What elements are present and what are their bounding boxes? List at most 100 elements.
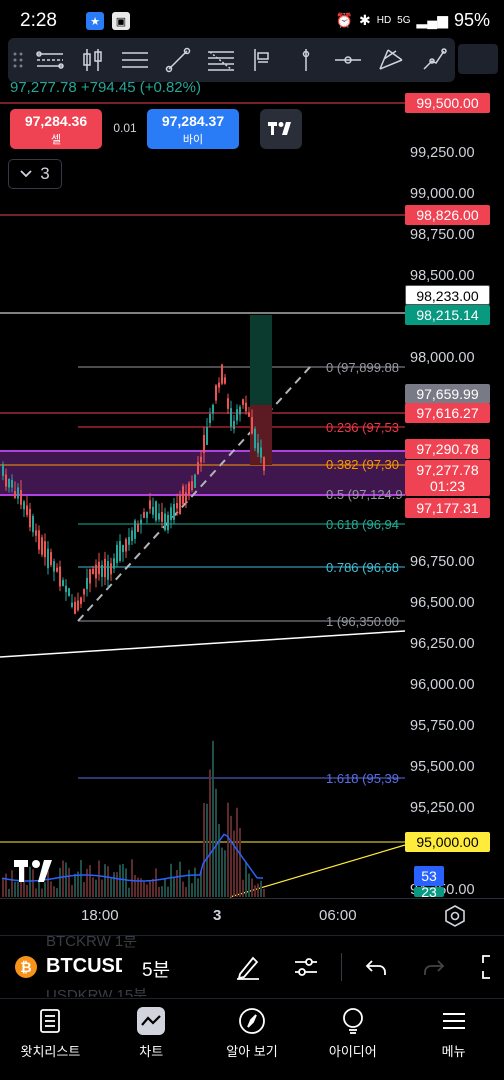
compass-icon <box>238 1007 266 1035</box>
candle-body <box>245 402 247 412</box>
volume-bar <box>233 830 235 897</box>
volume-bar <box>119 864 121 897</box>
candles-tool-icon[interactable] <box>71 38 114 82</box>
chart-settings-icon[interactable] <box>444 905 466 927</box>
candle-body <box>254 428 256 449</box>
candle-body <box>92 568 94 575</box>
candle-body <box>152 506 154 515</box>
volume-bar <box>254 885 256 897</box>
interval-selector[interactable]: 5분 <box>142 960 171 981</box>
buy-button[interactable]: 97,284.37 바이 <box>147 109 239 149</box>
candle-body <box>59 566 61 587</box>
volume-bar <box>236 807 238 897</box>
candle-body <box>155 501 157 521</box>
candle-body <box>74 601 76 614</box>
price-tag: 99,500.00 <box>405 93 490 113</box>
candle-body <box>89 569 91 584</box>
candle-body <box>20 489 22 505</box>
indicator-count: 3 <box>40 164 50 183</box>
candle-body <box>236 409 238 421</box>
horizontal-ray-tool-icon[interactable] <box>29 38 72 82</box>
volume-bar <box>152 878 154 897</box>
pitchfork-tool-icon[interactable] <box>370 38 413 82</box>
time-axis[interactable]: 18:00 3 06:00 <box>0 898 504 934</box>
volume-bar <box>17 881 19 897</box>
volume-bar <box>56 888 58 897</box>
candle-body <box>182 486 184 505</box>
nav-label: 메뉴 <box>441 1044 466 1059</box>
price-axis-label: 99,000.00 <box>410 186 475 202</box>
candle-body <box>170 507 172 521</box>
5g-icon: 5G <box>397 15 411 26</box>
buy-price: 97,284.37 <box>161 113 225 129</box>
nav-watchlist[interactable]: 왓치리스트 <box>0 999 101 1080</box>
hd-voice-icon: HD <box>376 15 392 26</box>
drawing-toolbar <box>8 38 455 82</box>
volume-bar <box>83 882 85 897</box>
sell-button[interactable]: 97,284.36 셀 <box>10 109 102 149</box>
candle-body <box>71 602 73 607</box>
volume-bar <box>77 871 79 897</box>
candle-body <box>233 421 235 430</box>
volume-bar <box>107 866 109 897</box>
candle-body <box>149 500 151 509</box>
volume-bar <box>176 870 178 897</box>
redo-icon[interactable] <box>420 953 448 981</box>
parallel-channel-tool-icon[interactable] <box>114 38 157 82</box>
drag-handle-icon[interactable] <box>8 38 29 82</box>
candle-body <box>14 491 16 498</box>
volume-bar <box>92 877 94 897</box>
candle-body <box>119 541 121 561</box>
nav-ideas[interactable]: 아이디어 <box>302 999 403 1080</box>
candles-group <box>2 363 265 615</box>
fib-retracement-tool-icon[interactable] <box>199 38 242 82</box>
candle-body <box>53 561 55 572</box>
path-tool-icon[interactable] <box>412 38 455 82</box>
volume-bar <box>245 861 247 897</box>
nav-chart[interactable]: 차트 <box>101 999 202 1080</box>
candle-body <box>5 474 7 487</box>
volume-bar <box>191 883 193 897</box>
volume-bar <box>209 769 211 897</box>
nav-menu[interactable]: 메뉴 <box>403 999 504 1080</box>
volume-bar <box>155 868 157 897</box>
candle-body <box>179 495 181 514</box>
volume-bar <box>197 878 199 897</box>
nav-label: 아이디어 <box>328 1044 377 1059</box>
undo-icon[interactable] <box>362 953 390 981</box>
volume-bar <box>20 869 22 897</box>
indicators-sliders-icon[interactable] <box>292 953 320 981</box>
long-position-tool-icon[interactable] <box>242 38 285 82</box>
volume-bar <box>26 884 28 897</box>
trend-line-tool-icon[interactable] <box>157 38 200 82</box>
drawing-pen-icon[interactable] <box>234 953 262 981</box>
volume-bar <box>86 868 88 897</box>
price-tag: 95,000.00 <box>405 832 490 852</box>
app-notification-icon: ★ <box>86 12 104 30</box>
symbol-name[interactable]: BTCUSD <box>46 955 122 977</box>
candle-body <box>185 492 187 502</box>
horizontal-line-tool-icon[interactable] <box>327 38 370 82</box>
tradingview-logo-button[interactable] <box>260 109 302 149</box>
volume-bar <box>62 860 64 897</box>
toolbar-overflow[interactable] <box>458 44 498 74</box>
candle-body <box>248 412 250 417</box>
buy-label: 바이 <box>182 134 204 146</box>
price-axis-label: 98,000.00 <box>410 350 475 366</box>
fib-level-label: 1 (96,350.00 <box>326 614 400 629</box>
volume-bar <box>140 878 142 897</box>
bottom-navigation: 왓치리스트 차트 알아 보기 아이디어 메뉴 <box>0 998 504 1080</box>
nav-explore[interactable]: 알아 보기 <box>202 999 303 1080</box>
candle-body <box>116 544 118 563</box>
vertical-line-tool-icon[interactable] <box>284 38 327 82</box>
price-tag: 98,215.14 <box>405 305 490 325</box>
candle-body <box>11 479 13 488</box>
volume-bar <box>44 882 46 897</box>
price-axis-label: 98,500.00 <box>410 268 475 284</box>
symbol-bar: BTCKRW 1분 USDKRW 15분 ₿ BTCUSD 5분 <box>0 935 504 997</box>
indicators-collapse-button[interactable]: 3 <box>8 159 62 189</box>
volume-bar <box>218 824 220 897</box>
fullscreen-icon[interactable] <box>480 953 504 981</box>
fib-level-label: 0.236 (97,53 <box>326 420 400 435</box>
candle-body <box>47 548 49 569</box>
